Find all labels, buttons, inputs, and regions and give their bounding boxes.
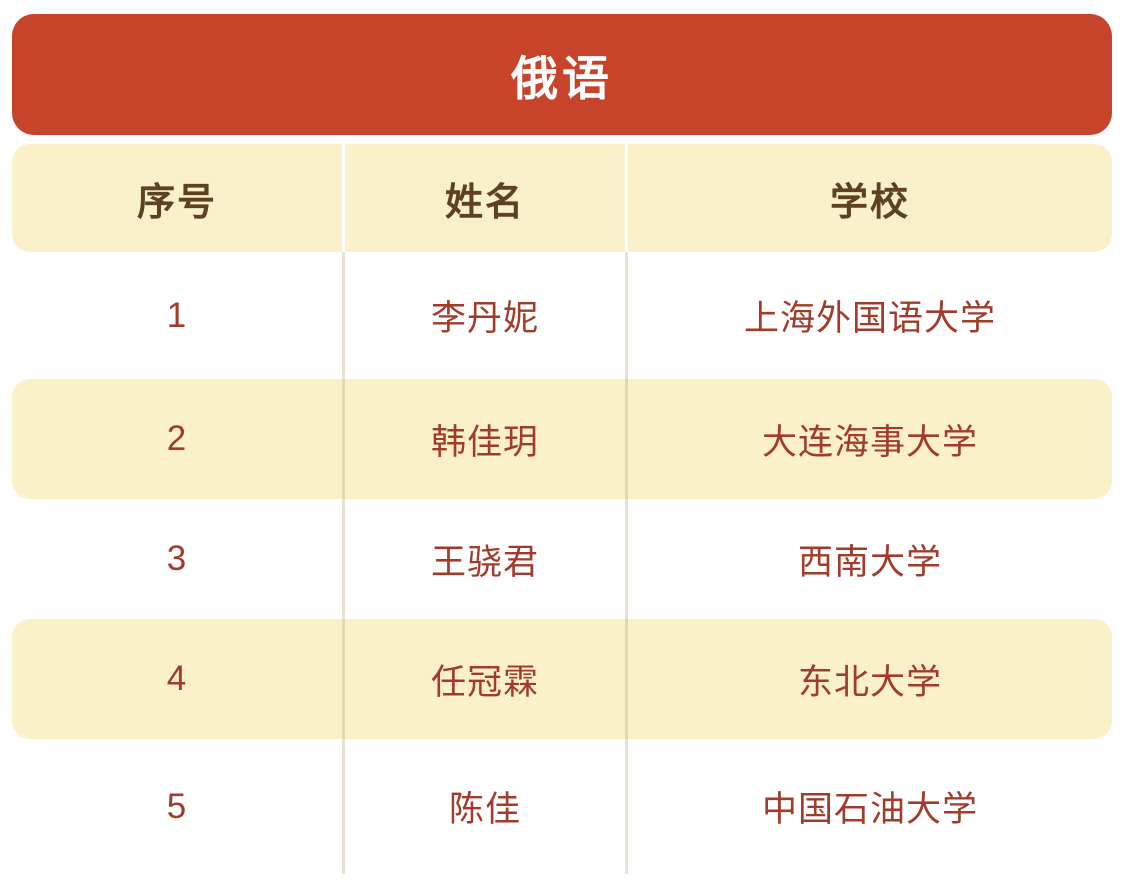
row-name-cell: 陈佳 bbox=[345, 739, 628, 874]
table-body: 1 李丹妮 上海外国语大学 2 韩佳玥 大连海事大学 3 王骁君 西南大学 4 … bbox=[12, 252, 1112, 874]
row-number-cell: 5 bbox=[12, 739, 345, 874]
row-number-cell: 2 bbox=[12, 379, 345, 499]
table-header-row: 序号 姓名 学校 bbox=[12, 144, 1112, 252]
column-header-name: 姓名 bbox=[345, 144, 628, 252]
row-number-cell: 4 bbox=[12, 619, 345, 739]
row-name-cell: 韩佳玥 bbox=[345, 379, 628, 499]
table-row: 5 陈佳 中国石油大学 bbox=[12, 739, 1112, 874]
row-name-cell: 任冠霖 bbox=[345, 619, 628, 739]
table-title: 俄语 bbox=[511, 52, 613, 105]
row-name-cell: 王骁君 bbox=[345, 499, 628, 619]
row-name-cell: 李丹妮 bbox=[345, 252, 628, 379]
row-number-cell: 1 bbox=[12, 252, 345, 379]
table-title-banner: 俄语 bbox=[12, 14, 1112, 135]
row-school-cell: 东北大学 bbox=[797, 662, 942, 702]
language-winners-table-page: 俄语 序号 姓名 学校 1 李丹妮 上海外国语大学 2 韩佳玥 大连海事大学 3… bbox=[0, 14, 1124, 886]
table-row: 2 韩佳玥 大连海事大学 bbox=[12, 379, 1112, 499]
table-row: 4 任冠霖 东北大学 bbox=[12, 619, 1112, 739]
column-header-school: 学校 bbox=[829, 181, 910, 224]
table-row: 3 王骁君 西南大学 bbox=[12, 499, 1112, 619]
table-row: 1 李丹妮 上海外国语大学 bbox=[12, 252, 1112, 379]
winners-table: 序号 姓名 学校 1 李丹妮 上海外国语大学 2 韩佳玥 大连海事大学 3 王骁… bbox=[12, 144, 1112, 874]
row-number-cell: 3 bbox=[12, 499, 345, 619]
row-school-cell: 上海外国语大学 bbox=[743, 299, 996, 338]
row-school-cell: 大连海事大学 bbox=[761, 422, 978, 462]
column-header-number: 序号 bbox=[12, 144, 345, 252]
row-school-cell: 西南大学 bbox=[797, 542, 942, 582]
row-school-cell: 中国石油大学 bbox=[761, 790, 978, 829]
